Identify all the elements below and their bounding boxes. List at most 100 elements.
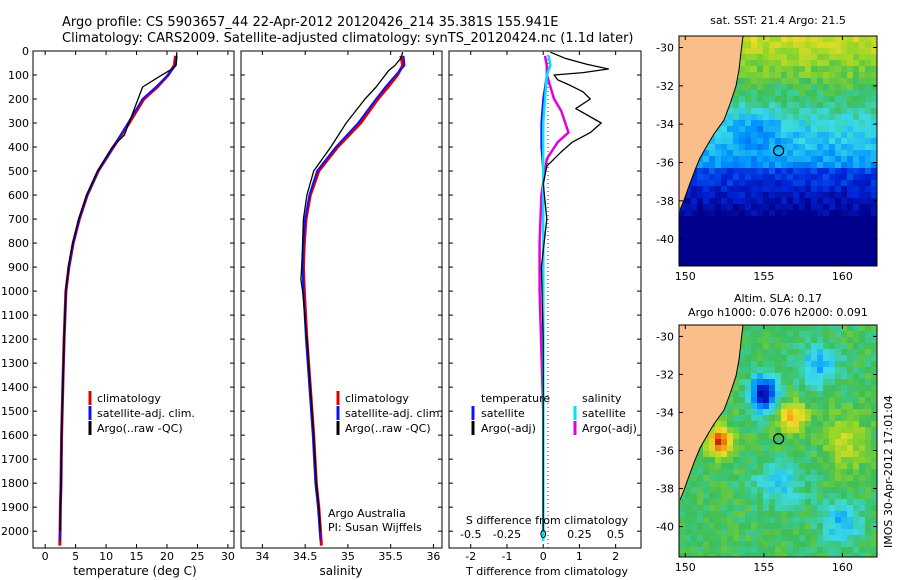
map-cell — [811, 240, 818, 247]
map-cell — [775, 439, 782, 446]
map-cell — [853, 367, 860, 374]
map-cell — [817, 469, 824, 476]
map-cell — [697, 264, 704, 266]
map-cell — [697, 553, 704, 557]
map-cell — [751, 403, 758, 410]
map-cell — [739, 48, 746, 55]
map-cell — [805, 475, 812, 482]
map-cell — [787, 343, 794, 350]
map-cell — [847, 174, 854, 181]
map-cell — [733, 385, 740, 392]
map-cell — [799, 355, 806, 362]
map-cell — [799, 222, 806, 229]
lon-tick-label: 160 — [832, 561, 853, 574]
map-cell — [823, 475, 830, 482]
map-cell — [715, 541, 722, 548]
map-cell — [715, 216, 722, 223]
map-cell — [853, 66, 860, 73]
map-cell — [679, 535, 686, 542]
map-cell — [793, 367, 800, 374]
map-cell — [751, 355, 758, 362]
map-cell — [817, 192, 824, 199]
map-cell — [823, 132, 830, 139]
map-cell — [715, 246, 722, 253]
map-cell — [781, 355, 788, 362]
map-cell — [757, 517, 764, 524]
map-cell — [829, 168, 836, 175]
map-cell — [847, 78, 854, 85]
map-cell — [763, 102, 770, 109]
map-cell — [859, 204, 866, 211]
map-cell — [751, 433, 758, 440]
map-cell — [805, 343, 812, 350]
map-cell — [727, 102, 734, 109]
temperature-x-axis: 0 5 10 15 20 25 30 — [42, 51, 235, 563]
map-cell — [871, 174, 877, 181]
map-cell — [751, 451, 758, 458]
map-cell — [817, 445, 824, 452]
map-cell — [745, 60, 752, 67]
map-cell — [841, 415, 848, 422]
map-cell — [787, 246, 794, 253]
map-cell — [697, 481, 704, 488]
map-cell — [835, 325, 842, 332]
map-cell — [811, 475, 818, 482]
map-cell — [793, 487, 800, 494]
map-cell — [847, 409, 854, 416]
map-cell — [757, 48, 764, 55]
map-cell — [781, 198, 788, 205]
map-cell — [835, 445, 842, 452]
map-cell — [769, 529, 776, 536]
map-cell — [703, 517, 710, 524]
map-cell — [763, 66, 770, 73]
map-cell — [763, 228, 770, 235]
map-cell — [859, 379, 866, 386]
map-cell — [763, 379, 770, 386]
map-cell — [775, 222, 782, 229]
salinity-panel: 34 34.5 35 35.5 36 salinity climatology sate… — [240, 50, 443, 578]
map-cell — [745, 355, 752, 362]
map-cell — [721, 138, 728, 145]
map-cell — [709, 234, 716, 241]
map-cell — [763, 457, 770, 464]
map-cell — [745, 331, 752, 338]
map-cell — [745, 42, 752, 49]
map-cell — [817, 222, 824, 229]
map-cell — [871, 463, 877, 470]
map-cell — [799, 403, 806, 410]
map-cell — [841, 66, 848, 73]
map-cell — [727, 433, 734, 440]
map-cell — [781, 138, 788, 145]
map-cell — [865, 421, 872, 428]
map-cell — [817, 547, 824, 554]
map-cell — [829, 349, 836, 356]
map-cell — [817, 210, 824, 217]
map-cell — [841, 409, 848, 416]
map-cell — [739, 385, 746, 392]
map-cell — [799, 451, 806, 458]
map-cell — [817, 433, 824, 440]
map-cell — [853, 487, 860, 494]
map-cell — [829, 216, 836, 223]
map-cell — [865, 547, 872, 554]
map-cell — [685, 523, 692, 530]
map-cell — [835, 535, 842, 542]
map-cell — [685, 252, 692, 259]
map-cell — [733, 415, 740, 422]
map-cell — [841, 505, 848, 512]
map-cell — [823, 325, 830, 332]
map-cell — [793, 403, 800, 410]
map-cell — [739, 535, 746, 542]
map-cell — [727, 457, 734, 464]
map-cell — [805, 451, 812, 458]
map-cell — [847, 445, 854, 452]
map-cell — [739, 156, 746, 163]
y-tick-label: 400 — [8, 141, 29, 154]
map-cell — [847, 505, 854, 512]
map-cell — [853, 415, 860, 422]
y-tick-label: 900 — [8, 261, 29, 274]
map-cell — [775, 144, 782, 151]
map-cell — [871, 337, 877, 344]
map-cell — [865, 162, 872, 169]
map-cell — [691, 222, 698, 229]
